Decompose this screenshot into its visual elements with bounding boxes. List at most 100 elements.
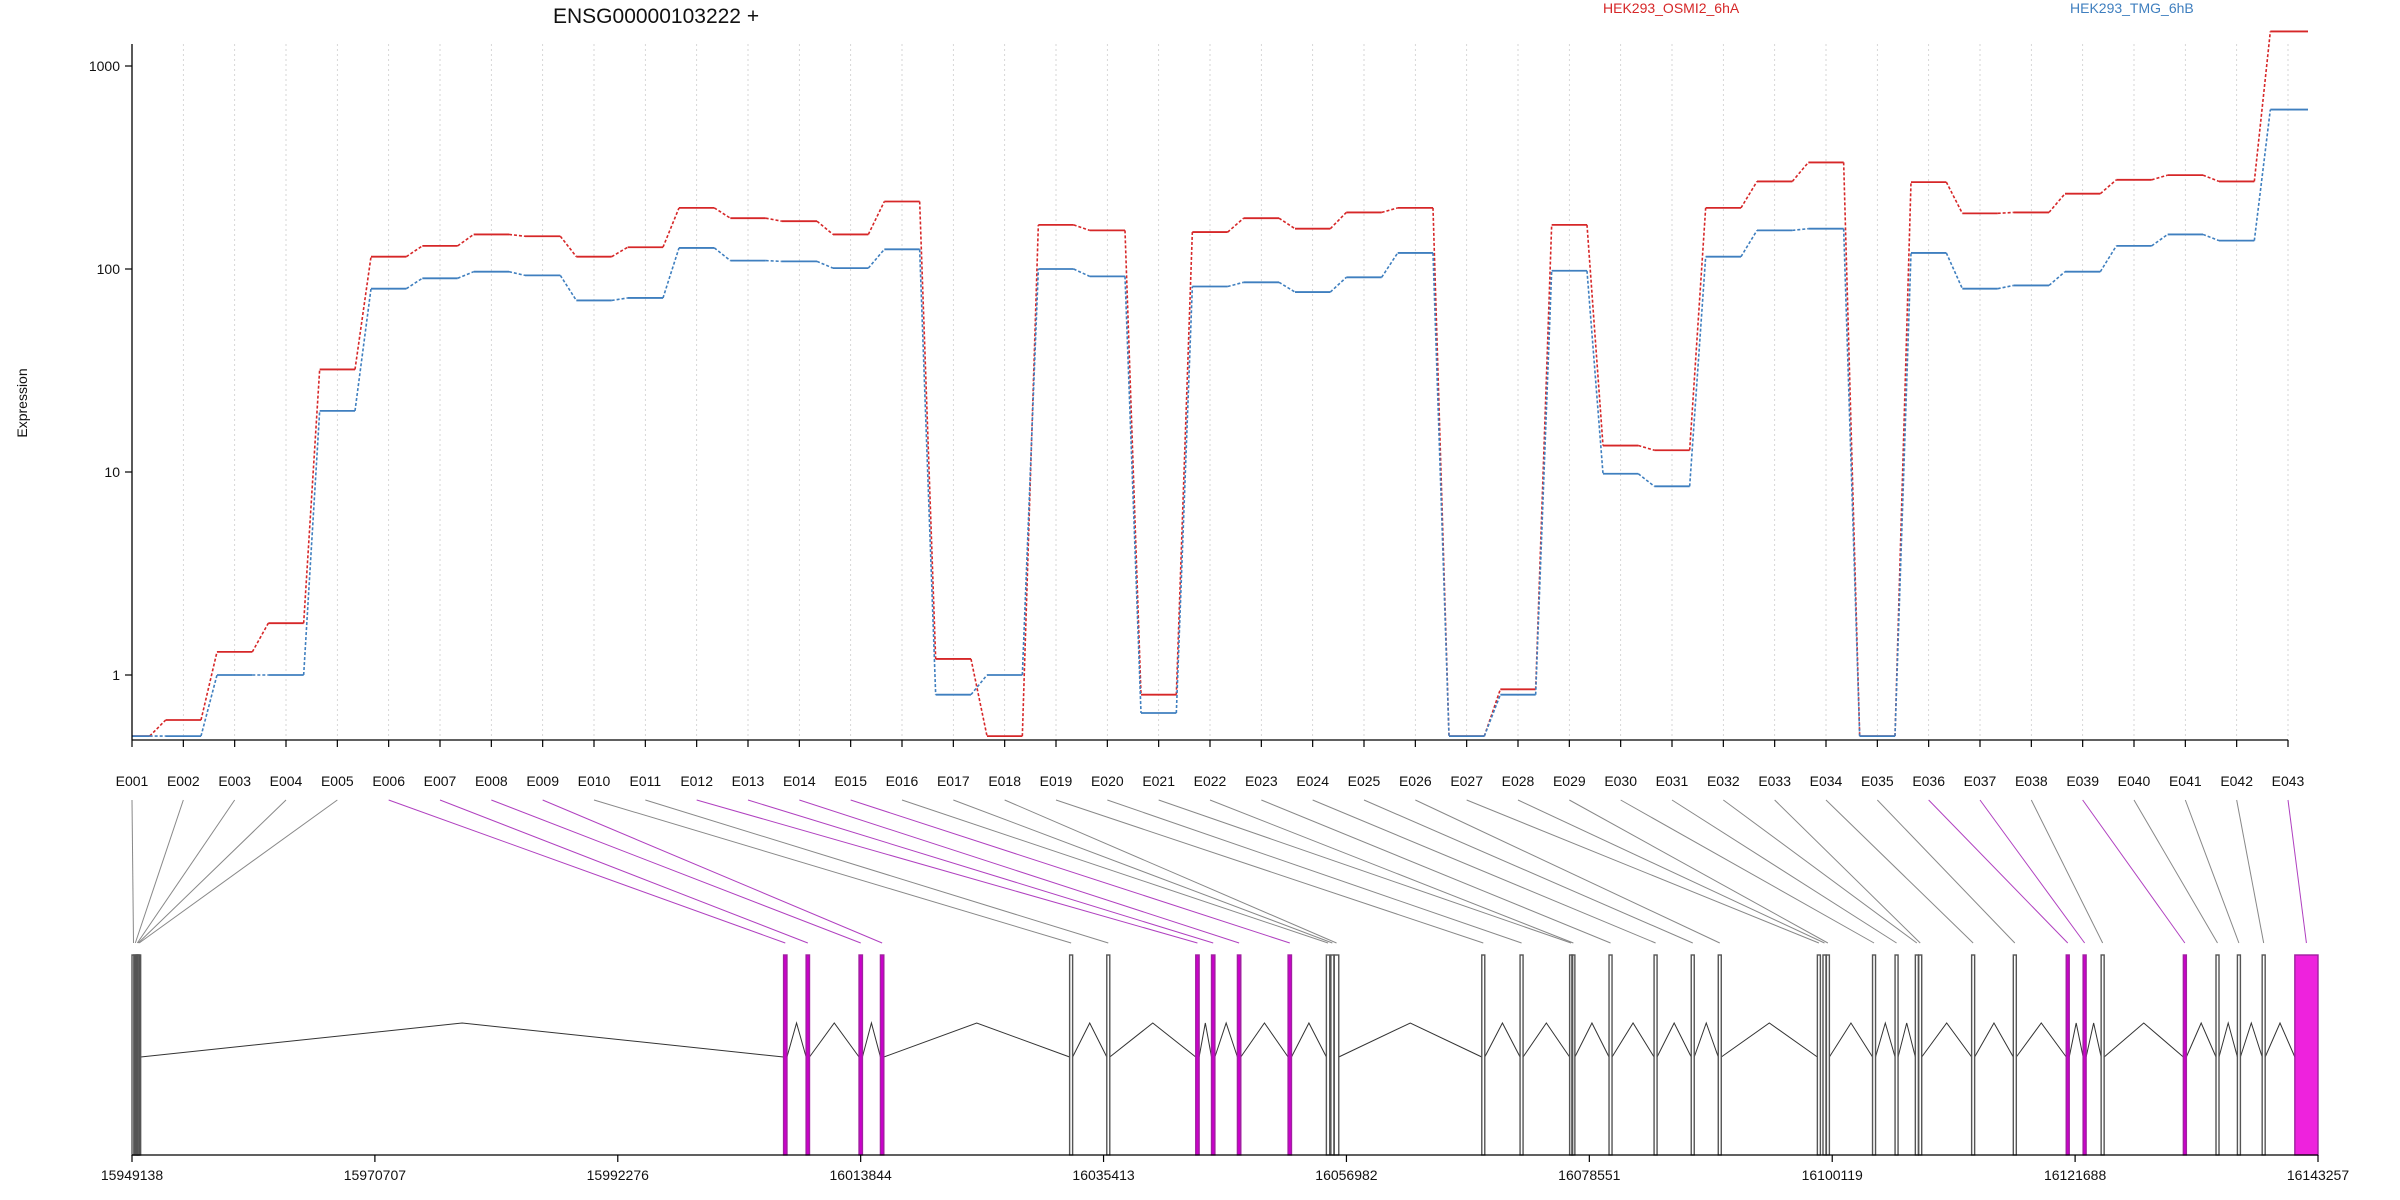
exon-box [1287,954,1293,1156]
series-transition [149,719,167,737]
exon-box [1330,954,1335,1156]
exon-box [1571,954,1576,1156]
series-transition [2202,174,2220,183]
exon-box [1210,954,1216,1156]
exon-connector [1466,799,1820,944]
exon-label: E040 [2118,773,2151,789]
genomic-tick-label: 16035413 [1072,1167,1135,1183]
series-transition [1175,286,1194,714]
exon-connector [542,799,883,944]
exon-label: E035 [1861,773,1894,789]
series-transition [2151,174,2168,181]
series-transition [816,220,834,236]
series-transition [662,247,680,299]
series-transition [1842,162,1861,737]
series-transition [1380,252,1399,278]
exon-box [1970,954,1976,1156]
intron-line [1611,1022,1655,1058]
exon-connector [134,799,184,944]
series-transition [1483,694,1502,737]
genomic-tick-label: 16056982 [1315,1167,1378,1183]
exon-label: E006 [372,773,405,789]
exon-connector [1825,799,1974,944]
series-transition [1073,268,1091,278]
intron-line [2239,1021,2263,1058]
exon-label: E013 [732,773,765,789]
series-transition [2048,271,2066,287]
series-transition [765,259,782,263]
legend-series-tmg: HEK293_TMG_6hB [2070,0,2194,16]
intron-line [1897,1022,1916,1058]
exon-box [1333,954,1340,1156]
exon-label: E025 [1348,773,1381,789]
exon-label: E009 [526,773,559,789]
intron-line [2264,1021,2296,1058]
exon-connector [747,799,1214,944]
exon-label: E004 [270,773,303,789]
series-transition [354,256,372,370]
intron-line [1198,1022,1213,1058]
exon-label: E018 [988,773,1021,789]
series-transition [2099,245,2118,273]
exon-label: E002 [167,773,200,789]
series-transition [1945,181,1964,214]
legend-series-osmi: HEK293_OSMI2_6hA [1603,0,1740,16]
exon-label: E008 [475,773,508,789]
exon-connector [491,799,861,944]
series-transition [1688,207,1707,451]
intron-line [1214,1021,1238,1058]
intron-line [2085,1022,2102,1058]
gene-model [131,954,2319,1156]
intron-line [1291,1021,1327,1058]
series-transition [1945,252,1964,289]
exon-label: E042 [2220,773,2253,789]
exon-connector [1004,799,1337,944]
exon-box [2065,954,2070,1156]
intron-line [1109,1022,1197,1058]
series-transition [405,245,423,258]
exon-box [1717,954,1722,1156]
genomic-tick-label: 15949138 [101,1167,164,1183]
series-osmi [132,30,2308,738]
exon-connector [696,799,1198,944]
series-transition [1021,268,1040,676]
series-transition [867,201,886,235]
exon-label: E020 [1091,773,1124,789]
series-transition [1638,444,1655,452]
exon-box [858,954,864,1156]
exon-label: E027 [1450,773,1483,789]
intron-line [2185,1021,2217,1058]
intron-line [140,1022,784,1058]
exon-box [1871,954,1877,1156]
exon-label: E034 [1810,773,1843,789]
intron-line [2015,1022,2067,1058]
series-transition [354,288,372,411]
series-transition [1227,217,1245,233]
exon-box [1195,954,1200,1156]
exon-connector [2287,799,2307,944]
series-transition [457,270,474,280]
series-transition [2151,233,2169,247]
exon-box [1825,954,1831,1156]
series-transition [1278,281,1296,293]
genomic-tick-label: 15970707 [344,1167,407,1183]
series-transition [611,297,628,302]
exon-connector [2133,799,2218,944]
genomic-coordinate-axis: 15949138 15970707 15992276 16013844 16035413… [101,1154,2349,1183]
series-transition [1534,270,1553,695]
series-transition [200,674,218,737]
exon-connector [799,799,1240,944]
series-transition [970,674,988,696]
intron-line [1693,1021,1719,1058]
exon-connector [131,799,134,944]
exon-label: E031 [1656,773,1689,789]
exon-box [1816,954,1822,1156]
series-transition [1997,211,2014,215]
intron-line [1072,1021,1108,1058]
exon-label: E024 [1296,773,1329,789]
genomic-tick-label: 16100119 [1802,1167,1863,1183]
intron-line [1875,1021,1896,1058]
y-axis-ticks: 1 10 100 1000 [89,58,132,683]
exon-box [1690,954,1695,1156]
series-transition [1688,256,1707,487]
